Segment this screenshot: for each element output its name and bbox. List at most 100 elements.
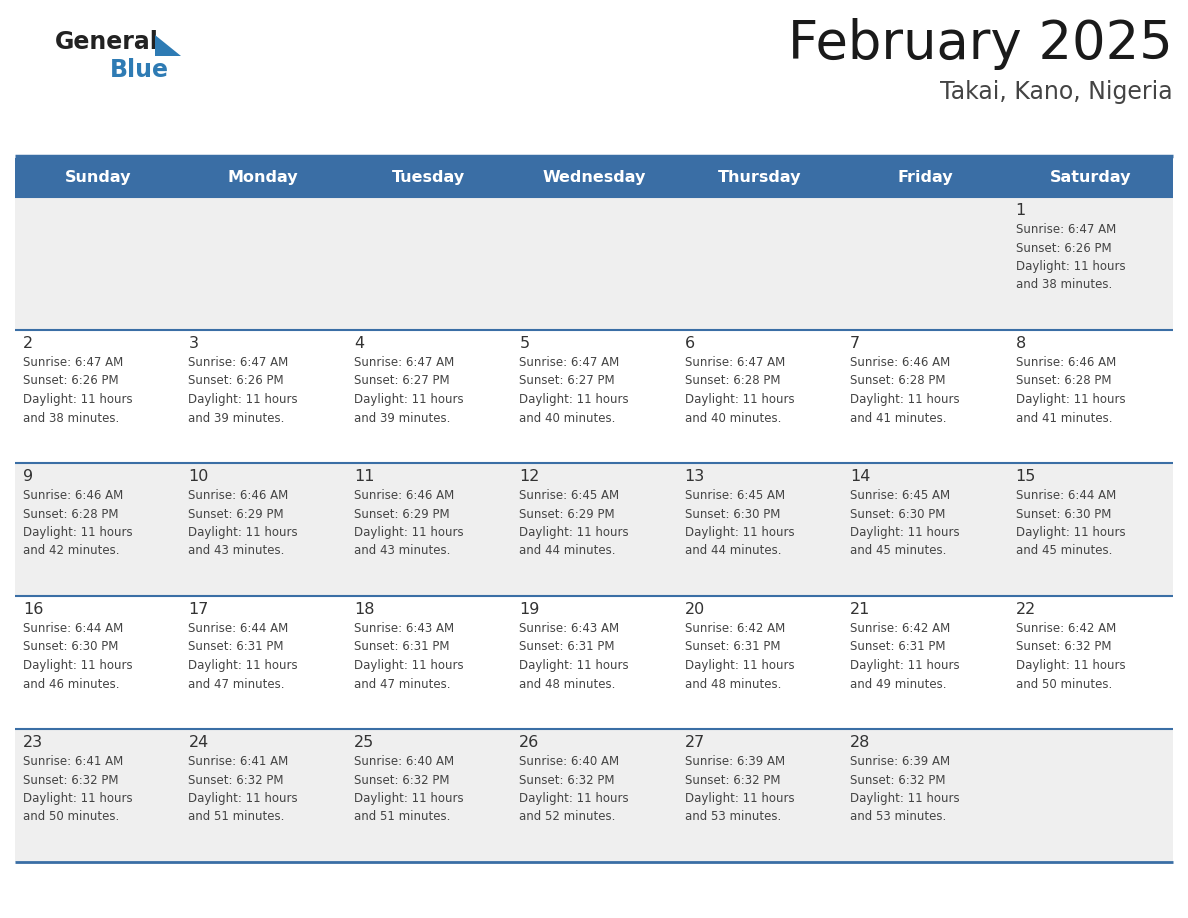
- Text: Sunrise: 6:42 AM
Sunset: 6:31 PM
Daylight: 11 hours
and 48 minutes.: Sunrise: 6:42 AM Sunset: 6:31 PM Dayligh…: [684, 622, 795, 690]
- Bar: [511, 596, 677, 729]
- Text: Sunrise: 6:47 AM
Sunset: 6:26 PM
Daylight: 11 hours
and 38 minutes.: Sunrise: 6:47 AM Sunset: 6:26 PM Dayligh…: [23, 356, 133, 424]
- Text: Sunrise: 6:47 AM
Sunset: 6:28 PM
Daylight: 11 hours
and 40 minutes.: Sunrise: 6:47 AM Sunset: 6:28 PM Dayligh…: [684, 356, 795, 424]
- Bar: [346, 596, 511, 729]
- Bar: [15, 463, 181, 596]
- Bar: [1007, 330, 1173, 463]
- Text: Sunrise: 6:45 AM
Sunset: 6:30 PM
Daylight: 11 hours
and 45 minutes.: Sunrise: 6:45 AM Sunset: 6:30 PM Dayligh…: [851, 489, 960, 557]
- Text: Sunrise: 6:47 AM
Sunset: 6:27 PM
Daylight: 11 hours
and 40 minutes.: Sunrise: 6:47 AM Sunset: 6:27 PM Dayligh…: [519, 356, 628, 424]
- Text: 11: 11: [354, 469, 374, 484]
- Bar: [346, 463, 511, 596]
- Text: 6: 6: [684, 336, 695, 351]
- Text: 21: 21: [851, 602, 871, 617]
- Text: Sunrise: 6:40 AM
Sunset: 6:32 PM
Daylight: 11 hours
and 52 minutes.: Sunrise: 6:40 AM Sunset: 6:32 PM Dayligh…: [519, 755, 628, 823]
- Bar: [511, 158, 677, 197]
- Text: Takai, Kano, Nigeria: Takai, Kano, Nigeria: [941, 80, 1173, 104]
- Text: 16: 16: [23, 602, 44, 617]
- Text: 26: 26: [519, 735, 539, 750]
- Text: General: General: [55, 30, 159, 54]
- Text: 13: 13: [684, 469, 704, 484]
- Text: Monday: Monday: [228, 170, 298, 185]
- Text: 4: 4: [354, 336, 364, 351]
- Bar: [677, 596, 842, 729]
- Bar: [511, 197, 677, 330]
- Text: 2: 2: [23, 336, 33, 351]
- Text: Sunday: Sunday: [64, 170, 131, 185]
- Text: Blue: Blue: [110, 58, 169, 82]
- Text: Sunrise: 6:47 AM
Sunset: 6:26 PM
Daylight: 11 hours
and 38 minutes.: Sunrise: 6:47 AM Sunset: 6:26 PM Dayligh…: [1016, 223, 1125, 292]
- Bar: [346, 158, 511, 197]
- Text: Sunrise: 6:46 AM
Sunset: 6:28 PM
Daylight: 11 hours
and 41 minutes.: Sunrise: 6:46 AM Sunset: 6:28 PM Dayligh…: [851, 356, 960, 424]
- Bar: [15, 330, 181, 463]
- Text: Thursday: Thursday: [718, 170, 801, 185]
- Text: Sunrise: 6:43 AM
Sunset: 6:31 PM
Daylight: 11 hours
and 47 minutes.: Sunrise: 6:43 AM Sunset: 6:31 PM Dayligh…: [354, 622, 463, 690]
- Bar: [181, 729, 346, 862]
- Text: 20: 20: [684, 602, 704, 617]
- Text: 12: 12: [519, 469, 539, 484]
- Text: 19: 19: [519, 602, 539, 617]
- Bar: [842, 596, 1007, 729]
- Bar: [677, 330, 842, 463]
- Text: Sunrise: 6:45 AM
Sunset: 6:29 PM
Daylight: 11 hours
and 44 minutes.: Sunrise: 6:45 AM Sunset: 6:29 PM Dayligh…: [519, 489, 628, 557]
- Text: 8: 8: [1016, 336, 1025, 351]
- Bar: [1007, 729, 1173, 862]
- Text: 9: 9: [23, 469, 33, 484]
- Text: Sunrise: 6:44 AM
Sunset: 6:30 PM
Daylight: 11 hours
and 46 minutes.: Sunrise: 6:44 AM Sunset: 6:30 PM Dayligh…: [23, 622, 133, 690]
- Bar: [1007, 596, 1173, 729]
- Bar: [842, 197, 1007, 330]
- Text: February 2025: February 2025: [789, 18, 1173, 70]
- Text: Sunrise: 6:41 AM
Sunset: 6:32 PM
Daylight: 11 hours
and 50 minutes.: Sunrise: 6:41 AM Sunset: 6:32 PM Dayligh…: [23, 755, 133, 823]
- Text: Sunrise: 6:47 AM
Sunset: 6:26 PM
Daylight: 11 hours
and 39 minutes.: Sunrise: 6:47 AM Sunset: 6:26 PM Dayligh…: [189, 356, 298, 424]
- Text: Sunrise: 6:46 AM
Sunset: 6:29 PM
Daylight: 11 hours
and 43 minutes.: Sunrise: 6:46 AM Sunset: 6:29 PM Dayligh…: [354, 489, 463, 557]
- Bar: [15, 729, 181, 862]
- Text: Sunrise: 6:45 AM
Sunset: 6:30 PM
Daylight: 11 hours
and 44 minutes.: Sunrise: 6:45 AM Sunset: 6:30 PM Dayligh…: [684, 489, 795, 557]
- Bar: [511, 463, 677, 596]
- Bar: [677, 197, 842, 330]
- Bar: [842, 463, 1007, 596]
- Text: 17: 17: [189, 602, 209, 617]
- Text: 10: 10: [189, 469, 209, 484]
- Bar: [346, 729, 511, 862]
- Bar: [15, 158, 181, 197]
- Text: Sunrise: 6:46 AM
Sunset: 6:28 PM
Daylight: 11 hours
and 42 minutes.: Sunrise: 6:46 AM Sunset: 6:28 PM Dayligh…: [23, 489, 133, 557]
- Text: 15: 15: [1016, 469, 1036, 484]
- Bar: [181, 463, 346, 596]
- Bar: [677, 729, 842, 862]
- Bar: [346, 197, 511, 330]
- Text: 28: 28: [851, 735, 871, 750]
- Polygon shape: [154, 35, 181, 56]
- Bar: [842, 729, 1007, 862]
- Text: 24: 24: [189, 735, 209, 750]
- Text: Sunrise: 6:39 AM
Sunset: 6:32 PM
Daylight: 11 hours
and 53 minutes.: Sunrise: 6:39 AM Sunset: 6:32 PM Dayligh…: [851, 755, 960, 823]
- Text: 7: 7: [851, 336, 860, 351]
- Text: Wednesday: Wednesday: [542, 170, 646, 185]
- Bar: [346, 330, 511, 463]
- Bar: [15, 596, 181, 729]
- Text: Sunrise: 6:40 AM
Sunset: 6:32 PM
Daylight: 11 hours
and 51 minutes.: Sunrise: 6:40 AM Sunset: 6:32 PM Dayligh…: [354, 755, 463, 823]
- Text: Sunrise: 6:44 AM
Sunset: 6:31 PM
Daylight: 11 hours
and 47 minutes.: Sunrise: 6:44 AM Sunset: 6:31 PM Dayligh…: [189, 622, 298, 690]
- Bar: [1007, 158, 1173, 197]
- Text: 23: 23: [23, 735, 43, 750]
- Text: Sunrise: 6:47 AM
Sunset: 6:27 PM
Daylight: 11 hours
and 39 minutes.: Sunrise: 6:47 AM Sunset: 6:27 PM Dayligh…: [354, 356, 463, 424]
- Bar: [511, 330, 677, 463]
- Text: 14: 14: [851, 469, 871, 484]
- Bar: [181, 158, 346, 197]
- Bar: [1007, 197, 1173, 330]
- Text: 1: 1: [1016, 203, 1025, 218]
- Text: Sunrise: 6:46 AM
Sunset: 6:29 PM
Daylight: 11 hours
and 43 minutes.: Sunrise: 6:46 AM Sunset: 6:29 PM Dayligh…: [189, 489, 298, 557]
- Text: Sunrise: 6:42 AM
Sunset: 6:32 PM
Daylight: 11 hours
and 50 minutes.: Sunrise: 6:42 AM Sunset: 6:32 PM Dayligh…: [1016, 622, 1125, 690]
- Text: Sunrise: 6:43 AM
Sunset: 6:31 PM
Daylight: 11 hours
and 48 minutes.: Sunrise: 6:43 AM Sunset: 6:31 PM Dayligh…: [519, 622, 628, 690]
- Bar: [677, 158, 842, 197]
- Bar: [842, 330, 1007, 463]
- Text: Sunrise: 6:46 AM
Sunset: 6:28 PM
Daylight: 11 hours
and 41 minutes.: Sunrise: 6:46 AM Sunset: 6:28 PM Dayligh…: [1016, 356, 1125, 424]
- Bar: [15, 197, 181, 330]
- Text: Sunrise: 6:41 AM
Sunset: 6:32 PM
Daylight: 11 hours
and 51 minutes.: Sunrise: 6:41 AM Sunset: 6:32 PM Dayligh…: [189, 755, 298, 823]
- Text: Friday: Friday: [897, 170, 953, 185]
- Text: Sunrise: 6:44 AM
Sunset: 6:30 PM
Daylight: 11 hours
and 45 minutes.: Sunrise: 6:44 AM Sunset: 6:30 PM Dayligh…: [1016, 489, 1125, 557]
- Text: 18: 18: [354, 602, 374, 617]
- Text: Tuesday: Tuesday: [392, 170, 466, 185]
- Text: 27: 27: [684, 735, 704, 750]
- Bar: [677, 463, 842, 596]
- Text: Sunrise: 6:42 AM
Sunset: 6:31 PM
Daylight: 11 hours
and 49 minutes.: Sunrise: 6:42 AM Sunset: 6:31 PM Dayligh…: [851, 622, 960, 690]
- Text: 3: 3: [189, 336, 198, 351]
- Text: 25: 25: [354, 735, 374, 750]
